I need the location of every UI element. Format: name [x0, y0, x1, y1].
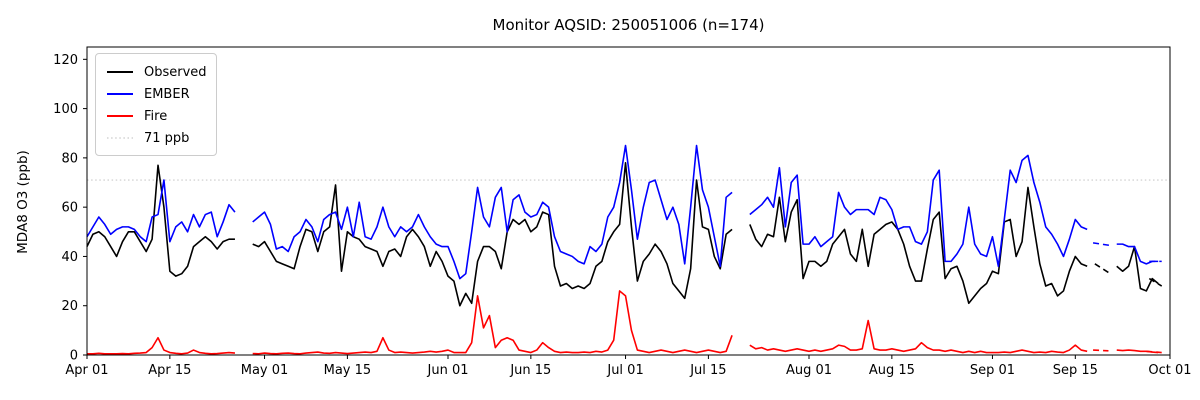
legend-line-sample-ember [107, 93, 133, 95]
y-tick-label: 60 [61, 201, 78, 216]
x-tick-label: Jul 01 [606, 363, 643, 378]
x-tick-label: May 15 [324, 363, 372, 378]
series-dashed-ember [1092, 242, 1110, 247]
x-tick-label: Apr 01 [65, 363, 108, 378]
series-line-observed [749, 186, 1088, 305]
series-line-ember [86, 179, 236, 243]
series-dashed-observed [1148, 277, 1163, 287]
x-tick-label: Jun 15 [509, 363, 551, 378]
x-tick-label: Aug 15 [869, 363, 915, 378]
legend-label-fire: Fire [144, 108, 168, 124]
y-tick-label: 40 [61, 250, 78, 265]
legend-label-ember: EMBER [144, 86, 190, 102]
legend-item-ember: EMBER [106, 83, 206, 105]
legend-item-fire: Fire [106, 105, 206, 127]
y-tick-label: 80 [61, 151, 78, 166]
plot-border [86, 46, 1171, 356]
legend-label-observed: Observed [144, 64, 207, 80]
y-tick-label: 20 [61, 299, 78, 314]
y-tick-label: 100 [53, 102, 78, 117]
series-line-fire [87, 336, 236, 355]
y-tick-label: 0 [70, 349, 78, 364]
x-tick-label: Sep 15 [1053, 363, 1098, 378]
x-tick-label: Sep 01 [970, 363, 1015, 378]
series-dashed-observed [1094, 263, 1109, 274]
legend-label-71ppb: 71 ppb [144, 130, 190, 146]
x-tick-label: May 01 [241, 363, 289, 378]
series-line-ember [252, 144, 733, 280]
x-tick-label: Oct 01 [1148, 363, 1191, 378]
x-tick-label: Aug 01 [786, 363, 832, 378]
x-tick-label: Apr 15 [148, 363, 191, 378]
series-dashed-fire [1146, 350, 1162, 354]
chart-title: Monitor AQSID: 250051006 (n=174) [492, 16, 765, 34]
legend-item-observed: Observed [106, 61, 207, 83]
legend-item-71ppb: 71 ppb [106, 127, 206, 149]
y-tick-label: 120 [53, 53, 78, 68]
legend: Observed EMBER Fire 71 ppb [95, 53, 217, 156]
x-tick-label: Jun 01 [427, 363, 469, 378]
series-line-observed [86, 164, 235, 277]
series-line-fire [749, 319, 1088, 354]
series-line-fire [252, 290, 733, 355]
series-line-observed [252, 162, 733, 307]
legend-line-sample-fire [107, 115, 133, 117]
series-dashed-fire [1093, 349, 1109, 352]
x-tick-label: Jul 15 [689, 363, 726, 378]
legend-line-sample-71ppb [107, 137, 133, 139]
series-line-ember [749, 154, 1088, 268]
legend-line-sample-observed [107, 71, 133, 73]
